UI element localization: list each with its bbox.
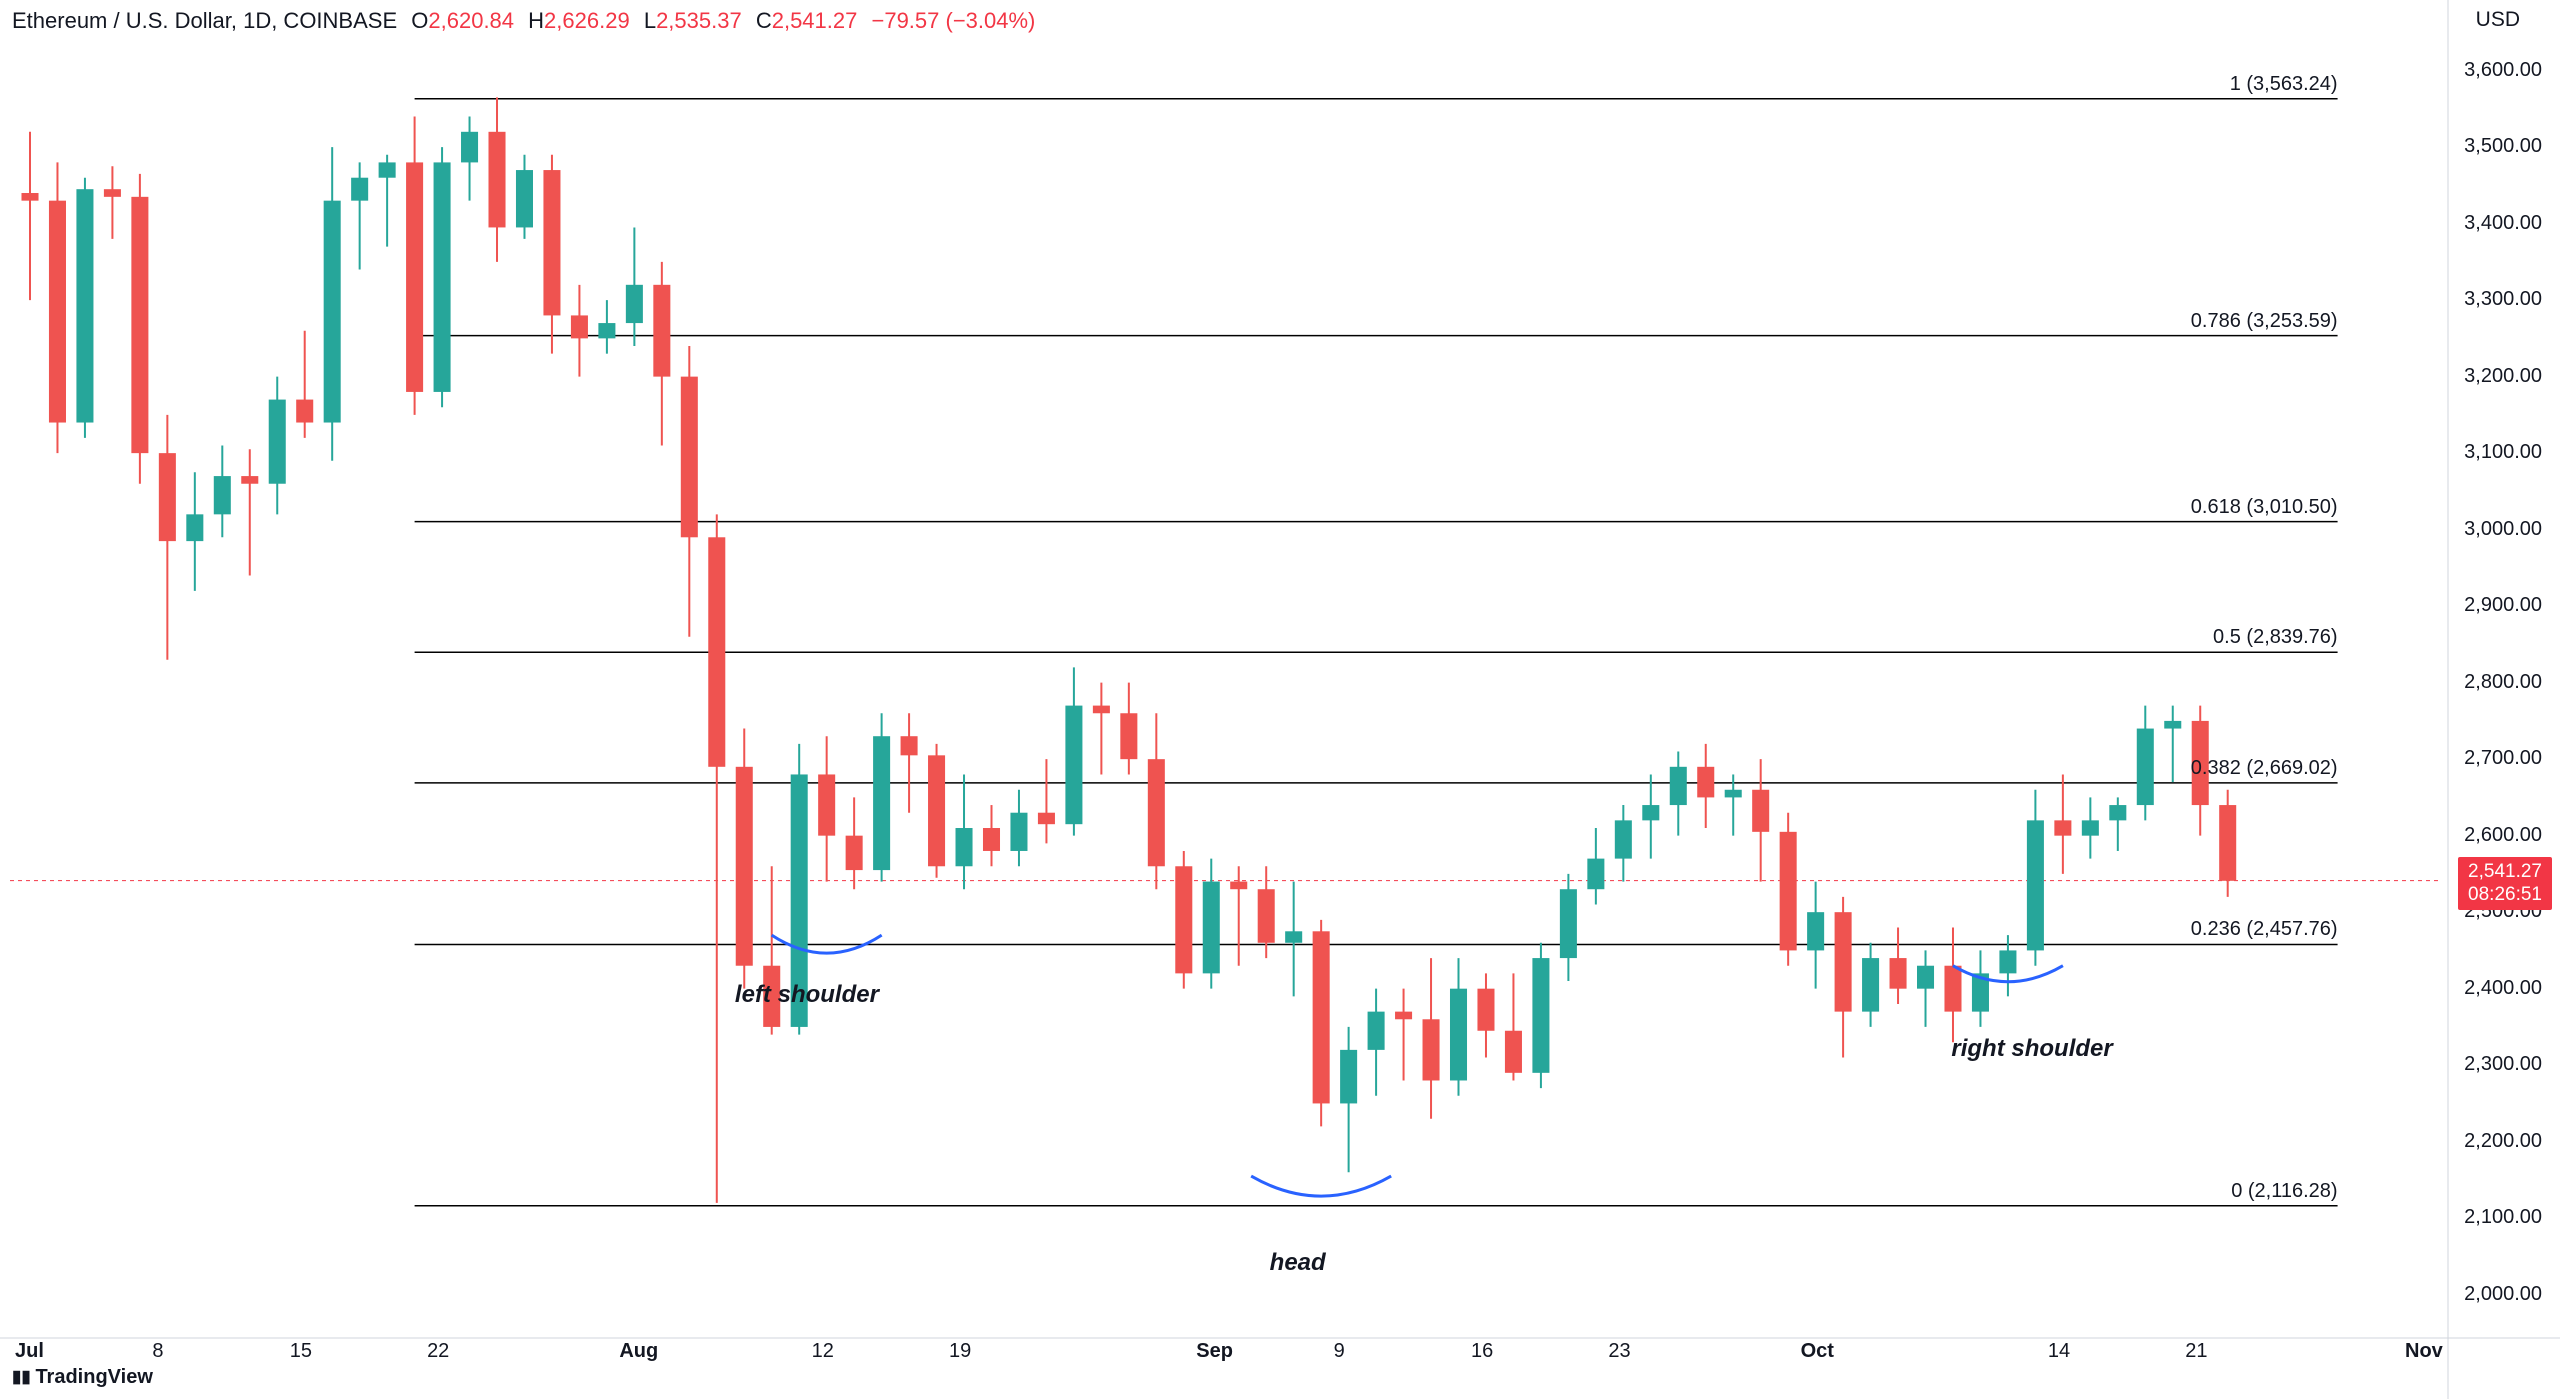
- x-tick-label: 8: [152, 1340, 163, 1363]
- price-tag-price: 2,541.27: [2468, 860, 2542, 884]
- y-tick-label: 2,100.00: [2464, 1206, 2542, 1229]
- y-tick-label: 2,900.00: [2464, 594, 2542, 617]
- x-tick-label: 9: [1334, 1340, 1345, 1363]
- y-tick-label: 3,500.00: [2464, 135, 2542, 158]
- y-tick-label: 2,000.00: [2464, 1283, 2542, 1306]
- ohlc-l-value: 2,535.37: [656, 8, 742, 33]
- x-tick-label: Nov: [2405, 1340, 2443, 1363]
- x-tick-label: Sep: [1196, 1340, 1233, 1363]
- x-tick-label: 19: [949, 1340, 971, 1363]
- y-tick-label: 2,400.00: [2464, 977, 2542, 1000]
- y-tick-label: 3,200.00: [2464, 365, 2542, 388]
- pattern-annotation: right shoulder: [1951, 1035, 2112, 1063]
- fib-level-label: 0.786 (3,253.59): [2168, 310, 2338, 333]
- x-tick-label: Oct: [1801, 1340, 1834, 1363]
- x-tick-label: 23: [1608, 1340, 1630, 1363]
- pattern-annotation: head: [1270, 1249, 1326, 1277]
- ohlc-h-label: H: [528, 8, 544, 33]
- y-tick-label: 3,000.00: [2464, 518, 2542, 541]
- fib-level-label: 0.618 (3,010.50): [2168, 496, 2338, 519]
- y-tick-label: 3,100.00: [2464, 441, 2542, 464]
- x-tick-label: 14: [2048, 1340, 2070, 1363]
- fib-level-label: 0.5 (2,839.76): [2168, 626, 2338, 649]
- y-tick-label: 2,300.00: [2464, 1053, 2542, 1076]
- y-tick-label: 3,600.00: [2464, 59, 2542, 82]
- x-tick-label: Jul: [15, 1340, 44, 1363]
- fib-level-label: 1 (3,563.24): [2168, 73, 2338, 96]
- y-tick-label: 3,300.00: [2464, 288, 2542, 311]
- y-tick-label: 2,200.00: [2464, 1130, 2542, 1153]
- x-tick-label: 21: [2185, 1340, 2207, 1363]
- fib-level-label: 0.382 (2,669.02): [2168, 757, 2338, 780]
- ohlc-h-value: 2,626.29: [544, 8, 630, 33]
- x-tick-label: 16: [1471, 1340, 1493, 1363]
- fib-level-label: 0 (2,116.28): [2168, 1180, 2338, 1203]
- price-tag-countdown: 08:26:51: [2468, 883, 2542, 907]
- x-tick-label: 22: [427, 1340, 449, 1363]
- x-tick-label: 15: [290, 1340, 312, 1363]
- ohlc-o-value: 2,620.84: [428, 8, 514, 33]
- ohlc-o-label: O: [411, 8, 428, 33]
- current-price-tag: 2,541.27 08:26:51: [2458, 857, 2552, 911]
- x-tick-label: Aug: [619, 1340, 658, 1363]
- ohlc-c-label: C: [756, 8, 772, 33]
- ohlc-l-label: L: [644, 8, 656, 33]
- y-tick-label: 3,400.00: [2464, 212, 2542, 235]
- y-tick-label: 2,600.00: [2464, 824, 2542, 847]
- tradingview-logo: ▮▮ TradingView: [12, 1366, 153, 1389]
- symbol-text: Ethereum / U.S. Dollar, 1D, COINBASE: [12, 8, 397, 33]
- pattern-annotation: left shoulder: [735, 981, 879, 1009]
- ohlc-change: −79.57 (−3.04%): [871, 8, 1035, 33]
- fib-level-label: 0.236 (2,457.76): [2168, 918, 2338, 941]
- x-tick-label: 12: [812, 1340, 834, 1363]
- ohlc-c-value: 2,541.27: [772, 8, 858, 33]
- y-tick-label: 2,800.00: [2464, 671, 2542, 694]
- chart-header: Ethereum / U.S. Dollar, 1D, COINBASE O2,…: [12, 8, 1035, 34]
- axis-currency-label: USD: [2476, 8, 2520, 32]
- y-tick-label: 2,700.00: [2464, 747, 2542, 770]
